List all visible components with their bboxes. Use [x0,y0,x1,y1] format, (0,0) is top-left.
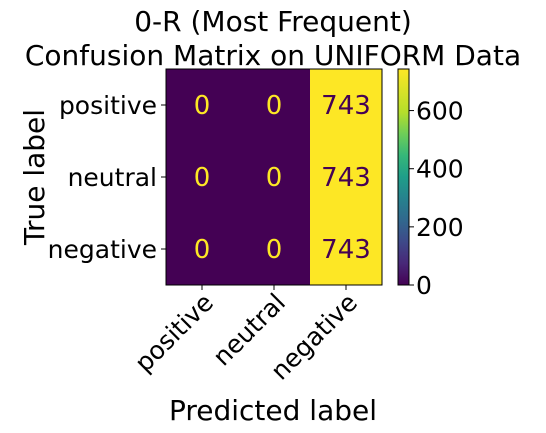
cell-value-label: 0 [266,91,283,121]
heatmap-cell [238,141,310,213]
cell-value-label: 743 [321,91,371,121]
cell-value-label: 0 [194,235,211,265]
colorbar-tick-label: 400 [416,155,464,184]
cell-value-label: 743 [321,235,371,265]
chart-title-line-2: Confusion Matrix on UNIFORM Data [25,39,521,72]
cell-value-label: 0 [194,163,211,193]
heatmap-cell [310,213,382,285]
colorbar-tick-label: 0 [416,271,432,300]
heatmap-cell [310,69,382,141]
cell-value-label: 0 [266,235,283,265]
chart-title-line-1: 0-R (Most Frequent) [134,5,412,38]
y-tick-label: neutral [68,163,157,192]
heatmap-cell-labels: 0 0 743 0 0 743 0 0 743 [194,91,371,265]
heatmap-cell [166,141,238,213]
y-tick-label: positive [59,91,157,120]
y-axis-label: True label [18,109,51,246]
heatmap-cell [166,69,238,141]
colorbar-tick-label: 600 [416,97,464,126]
colorbar-ticks: 0 200 400 600 [409,97,464,300]
heatmap-cell [238,213,310,285]
cell-value-label: 0 [194,91,211,121]
cell-value-label: 743 [321,163,371,193]
y-axis-ticks: positive neutral negative [48,91,166,264]
colorbar-tick-label: 200 [416,213,464,242]
heatmap-cell [310,141,382,213]
heatmap-cells [166,69,382,285]
colorbar [397,68,410,286]
x-axis-label: Predicted label [169,394,377,427]
heatmap-cell [238,69,310,141]
heatmap-cell [166,213,238,285]
x-tick-label: positive [129,288,219,378]
cell-value-label: 0 [266,163,283,193]
y-tick-label: negative [48,235,157,264]
